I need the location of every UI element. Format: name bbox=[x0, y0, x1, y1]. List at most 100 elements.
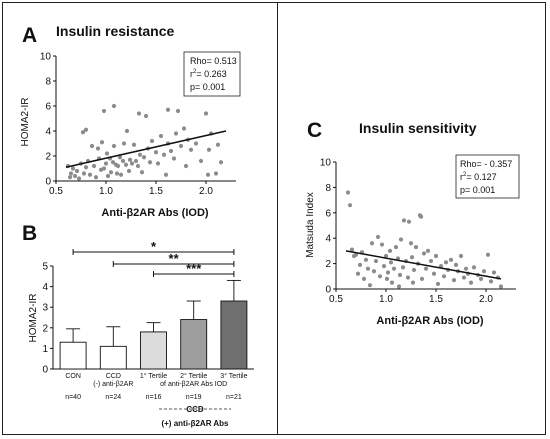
panel-a-data-point bbox=[118, 172, 124, 177]
panel-c-stats-box: Rho= - 0.357 r2= 0.127 p= 0.001 bbox=[455, 154, 520, 199]
panel-c-data-point bbox=[383, 253, 389, 259]
panel-c-data-point bbox=[357, 262, 363, 267]
panel-a-x-tick-label: 2.0 bbox=[199, 186, 213, 197]
panel-a-data-point bbox=[165, 107, 171, 112]
panel-c-data-point bbox=[400, 265, 406, 270]
panel-a-data-point bbox=[114, 171, 120, 176]
panel-b-sig-stars: *** bbox=[186, 261, 202, 276]
panel-a-data-point bbox=[67, 175, 73, 180]
panel-c-data-point bbox=[377, 274, 383, 279]
panel-a-data-point bbox=[103, 161, 109, 166]
panel-c-data-point bbox=[391, 266, 397, 271]
panel-c-y-tick-label: 4 bbox=[325, 234, 331, 245]
panel-a-data-point bbox=[135, 163, 141, 169]
panel-a-data-point bbox=[99, 140, 105, 145]
panel-b-category-label: 2° Tertile bbox=[180, 372, 207, 380]
panel-b-bar bbox=[99, 345, 127, 370]
panel-c-data-point bbox=[396, 284, 402, 289]
panel-a-data-point bbox=[188, 147, 194, 152]
panel-a-data-point bbox=[175, 108, 181, 114]
panel-c-data-point bbox=[421, 251, 427, 256]
panel-a-data-point bbox=[168, 148, 174, 154]
panel-a-data-point bbox=[218, 160, 224, 165]
panel-c-data-point bbox=[433, 253, 439, 259]
panel-c-data-point bbox=[418, 214, 424, 219]
panel-a-data-point bbox=[171, 156, 177, 161]
panel-a-data-point bbox=[89, 143, 95, 149]
panel-a-y-tick-label: 8 bbox=[45, 77, 51, 88]
panel-a-regression-line bbox=[65, 130, 227, 168]
panel-a-data-point bbox=[111, 143, 117, 149]
panel-a-data-point bbox=[147, 160, 153, 165]
panel-a-data-point bbox=[124, 128, 130, 134]
panel-b-y-tick-label: 1 bbox=[42, 344, 48, 355]
panel-c-x-tick-label: 1.5 bbox=[429, 294, 443, 305]
panel-c-data-point bbox=[410, 280, 416, 285]
panel-a-data-point bbox=[153, 150, 159, 155]
panel-a-data-point bbox=[183, 163, 189, 169]
panel-c-data-point bbox=[453, 262, 459, 267]
panel-b-y-tick-label: 2 bbox=[42, 323, 48, 334]
panel-c-ylabel: Matsuda Index bbox=[305, 192, 316, 258]
panel-a-data-point bbox=[127, 157, 133, 162]
panel-c-regression-line bbox=[345, 250, 502, 280]
panel-c-data-point bbox=[373, 258, 379, 264]
panel-a-data-point bbox=[83, 165, 89, 170]
panel-a-data-point bbox=[108, 170, 114, 175]
panel-c-data-point bbox=[361, 276, 367, 281]
panel-c-x-tick-label: 0.5 bbox=[329, 294, 343, 305]
panel-a-data-point bbox=[123, 162, 129, 167]
panel-b-ylabel: HOMA2-IR bbox=[28, 294, 39, 343]
panel-c-data-point bbox=[419, 276, 425, 281]
panel-a-data-point bbox=[83, 127, 89, 132]
panel-c-data-point bbox=[345, 190, 351, 195]
panel-c-r2: r2= 0.127 bbox=[460, 172, 497, 182]
panel-b-letter: B bbox=[22, 222, 37, 245]
panel-c-data-point bbox=[491, 270, 497, 275]
panel-a-rho: Rho= 0.513 bbox=[190, 56, 237, 66]
panel-c-data-point bbox=[411, 267, 417, 273]
panel-c-data-point bbox=[401, 218, 407, 223]
panel-c-data-point bbox=[369, 241, 375, 246]
panel-c-data-point bbox=[461, 275, 467, 280]
panel-a-data-point bbox=[143, 113, 149, 119]
panel-a-y-tick-label: 2 bbox=[45, 152, 51, 163]
panel-a-data-point bbox=[91, 163, 97, 169]
panel-c-y-tick-label: 8 bbox=[325, 183, 331, 194]
panel-c-data-point bbox=[443, 260, 449, 265]
panel-a: A Insulin resistance 0 2 4 6 8 10 0.5 1.0 1.5 2.0… bbox=[20, 23, 241, 219]
panel-a-data-point bbox=[117, 155, 123, 160]
panel-c-data-point bbox=[481, 269, 487, 274]
panel-a-ylabel: HOMA2-IR bbox=[20, 98, 31, 147]
panel-a-data-point bbox=[76, 176, 82, 181]
panel-a-data-point bbox=[205, 172, 211, 177]
panel-c-data-point bbox=[405, 275, 411, 280]
panel-c-data-point bbox=[367, 283, 373, 288]
panel-a-data-point bbox=[120, 158, 126, 164]
panel-b-n-label: n=40 bbox=[65, 394, 81, 401]
panel-c-letter: C bbox=[307, 119, 322, 142]
panel-c-y-tick-label: 10 bbox=[320, 158, 332, 169]
panel-c-data-point bbox=[428, 258, 434, 264]
panel-c-data-point bbox=[463, 266, 469, 271]
panel-c-rho: Rho= - 0.357 bbox=[460, 159, 512, 169]
panel-a-y-tick-label: 6 bbox=[45, 102, 51, 113]
panel-c-data-point bbox=[451, 278, 457, 283]
panel-c-xlabel: Anti-β2AR Abs (IOD) bbox=[376, 315, 483, 327]
panel-c-data-point bbox=[471, 265, 477, 270]
panel-c-data-point bbox=[423, 266, 429, 271]
panel-a-data-point bbox=[131, 142, 137, 147]
panel-a-data-point bbox=[213, 171, 219, 176]
panel-a-data-point bbox=[87, 172, 93, 177]
panel-a-data-point bbox=[193, 141, 199, 146]
panel-c-data-point bbox=[379, 242, 385, 247]
panel-c-data-point bbox=[431, 271, 437, 276]
panel-a-data-point bbox=[178, 143, 184, 149]
panel-b-bar bbox=[220, 300, 248, 370]
panel-a-data-point bbox=[206, 147, 212, 152]
panel-a-data-point bbox=[133, 158, 139, 164]
group-label-positive: (+) anti-β2AR Abs bbox=[161, 419, 229, 428]
panel-b-y-tick-label: 0 bbox=[42, 365, 48, 376]
panel-c-data-point bbox=[458, 253, 464, 259]
